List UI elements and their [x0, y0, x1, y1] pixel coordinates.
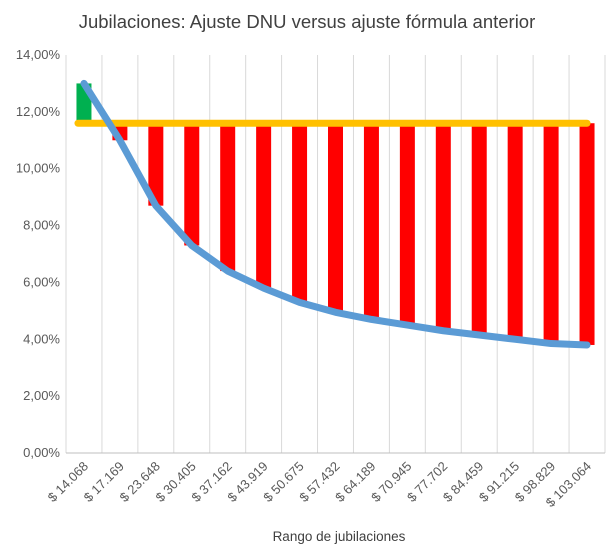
loss-bar — [328, 123, 343, 313]
dnu-point — [261, 285, 267, 291]
loss-bar — [220, 123, 236, 272]
y-axis-ticks: 0,00% 2,00% 4,00% 6,00% 8,00% 10,00% 12,00% 14,… — [16, 47, 61, 460]
y-tick-label: 2,00% — [23, 388, 60, 403]
loss-bar — [256, 123, 272, 289]
dnu-point — [440, 328, 446, 334]
dnu-point — [189, 242, 195, 248]
dnu-point — [117, 137, 123, 143]
loss-bar — [399, 123, 415, 326]
dnu-point — [476, 332, 482, 338]
loss-bar — [148, 123, 164, 206]
loss-bar — [471, 123, 487, 336]
dnu-point — [548, 341, 554, 347]
loss-bar — [507, 123, 523, 340]
y-tick-label: 12,00% — [16, 104, 61, 119]
dnu-point — [404, 322, 410, 328]
loss-bar — [292, 123, 308, 303]
dnu-point — [297, 299, 303, 305]
y-tick-label: 10,00% — [16, 161, 61, 176]
loss-bar — [363, 123, 379, 320]
loss-bar — [579, 123, 595, 345]
y-tick-label: 0,00% — [23, 445, 60, 460]
dnu-point — [512, 336, 518, 342]
loss-bar — [543, 123, 559, 344]
dnu-point — [225, 268, 231, 274]
dnu-point — [81, 80, 87, 86]
dnu-point — [368, 316, 374, 322]
x-axis-label: Rango de jubilaciones — [273, 529, 406, 544]
loss-bar — [184, 123, 200, 246]
dnu-point — [153, 203, 159, 209]
y-tick-label: 8,00% — [23, 218, 60, 233]
dnu-point — [584, 342, 590, 348]
dnu-point — [333, 309, 338, 315]
loss-bar — [435, 123, 451, 331]
chart-title: Jubilaciones: Ajuste DNU versus ajuste f… — [79, 11, 536, 32]
y-tick-label: 6,00% — [23, 274, 60, 289]
x-axis-ticks: $ 14.068$ 17.169$ 23.648$ 30.405$ 37.162… — [45, 459, 594, 511]
series-layer — [74, 79, 595, 349]
y-tick-label: 14,00% — [16, 47, 61, 62]
y-tick-label: 4,00% — [23, 331, 60, 346]
